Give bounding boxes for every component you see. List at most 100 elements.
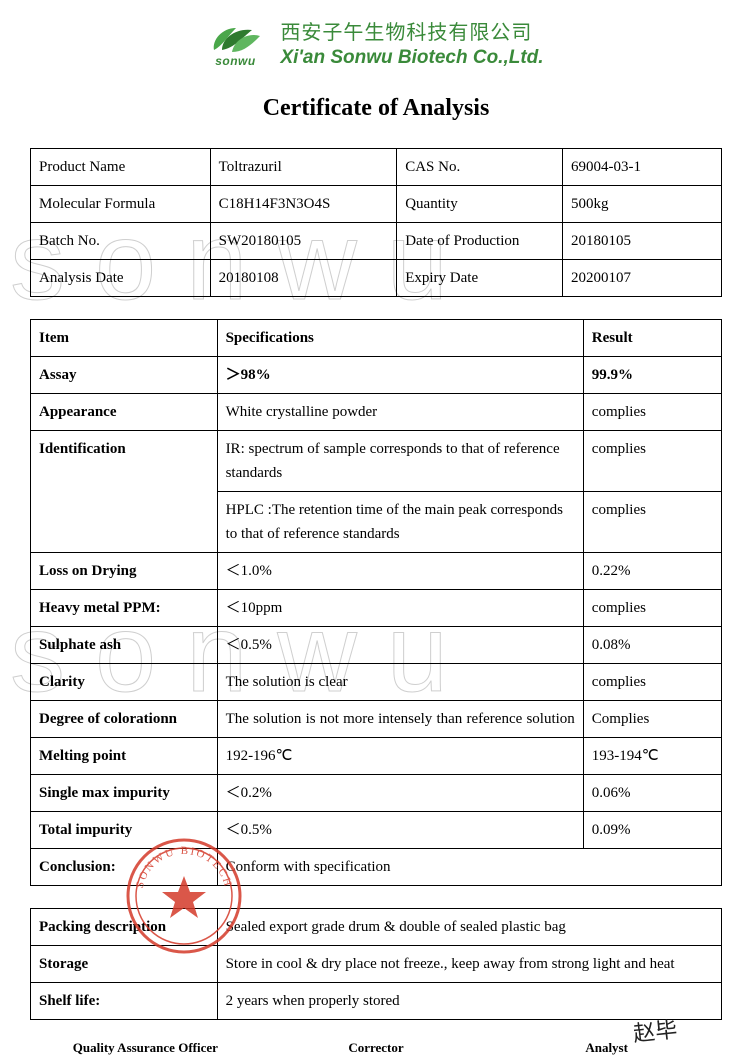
cell-label: Molecular Formula <box>31 185 211 222</box>
cell-result: 193-194℃ <box>583 737 721 774</box>
cell-spec: ＞98% <box>217 356 583 393</box>
table-row: Conclusion: Conform with specification <box>31 848 722 885</box>
cell-value: 20180108 <box>210 259 397 296</box>
cell-item: Identification <box>31 430 218 552</box>
cell-value: C18H14F3N3O4S <box>210 185 397 222</box>
cell-label: Analysis Date <box>31 259 211 296</box>
cell-label: Storage <box>31 945 218 982</box>
table-row: Clarity The solution is clear complies <box>31 663 722 700</box>
cell-item: Conclusion: <box>31 848 218 885</box>
cell-spec: IR: spectrum of sample corresponds to th… <box>217 430 583 491</box>
cell-spec: ＜10ppm <box>217 589 583 626</box>
signature-analyst-label: Analyst <box>585 1040 628 1055</box>
cell-result: 0.06% <box>583 774 721 811</box>
hdr-item: Item <box>31 319 218 356</box>
cell-item: Clarity <box>31 663 218 700</box>
company-name-en: Xi'an Sonwu Biotech Co.,Ltd. <box>280 46 543 71</box>
cell-result: 0.09% <box>583 811 721 848</box>
table-row: Product Name Toltrazuril CAS No. 69004-0… <box>31 148 722 185</box>
cell-spec: The solution is not more intensely than … <box>217 700 583 737</box>
table-row: Identification IR: spectrum of sample co… <box>31 430 722 491</box>
cell-item: Total impurity <box>31 811 218 848</box>
cell-result: 0.08% <box>583 626 721 663</box>
table-row: Sulphate ash ＜0.5% 0.08% <box>31 626 722 663</box>
hdr-spec: Specifications <box>217 319 583 356</box>
cell-value: Store in cool & dry place not freeze., k… <box>217 945 721 982</box>
signature-analyst: 赵毕 Analyst <box>507 1040 707 1056</box>
table-row: Storage Store in cool & dry place not fr… <box>31 945 722 982</box>
table-row: Shelf life: 2 years when properly stored <box>31 982 722 1019</box>
company-name-cn: 西安子午生物科技有限公司 <box>280 20 543 46</box>
cell-label: Packing description <box>31 908 218 945</box>
cell-value: Toltrazuril <box>210 148 397 185</box>
cell-result: 99.9% <box>583 356 721 393</box>
cell-spec: Conform with specification <box>217 848 721 885</box>
cell-label: CAS No. <box>397 148 563 185</box>
cell-result: complies <box>583 430 721 491</box>
table-row: Batch No. SW20180105 Date of Production … <box>31 222 722 259</box>
cell-item: Appearance <box>31 393 218 430</box>
table-row: Assay ＞98% 99.9% <box>31 356 722 393</box>
cell-spec: ＜1.0% <box>217 552 583 589</box>
cell-spec: 192-196℃ <box>217 737 583 774</box>
cell-spec: ＜0.2% <box>217 774 583 811</box>
cell-result: 0.22% <box>583 552 721 589</box>
cell-result: complies <box>583 589 721 626</box>
signature-qa: Quality Assurance Officer <box>45 1040 245 1056</box>
cell-item: Sulphate ash <box>31 626 218 663</box>
table-row: Molecular Formula C18H14F3N3O4S Quantity… <box>31 185 722 222</box>
company-name-block: 西安子午生物科技有限公司 Xi'an Sonwu Biotech Co.,Ltd… <box>280 20 543 71</box>
cell-label: Quantity <box>397 185 563 222</box>
cell-item: Heavy metal PPM: <box>31 589 218 626</box>
hdr-result: Result <box>583 319 721 356</box>
cell-item: Single max impurity <box>31 774 218 811</box>
table-row: Heavy metal PPM: ＜10ppm complies <box>31 589 722 626</box>
cell-result: complies <box>583 491 721 552</box>
cell-label: Product Name <box>31 148 211 185</box>
cell-value: 69004-03-1 <box>563 148 722 185</box>
cell-result: complies <box>583 393 721 430</box>
product-info-table: Product Name Toltrazuril CAS No. 69004-0… <box>30 148 722 297</box>
analyst-signature-scribble: 赵毕 <box>631 1011 678 1047</box>
document-title: Certificate of Analysis <box>30 95 722 122</box>
cell-spec: White crystalline powder <box>217 393 583 430</box>
cell-value: SW20180105 <box>210 222 397 259</box>
header: sonwu 西安子午生物科技有限公司 Xi'an Sonwu Biotech C… <box>30 20 722 71</box>
cell-spec: ＜0.5% <box>217 811 583 848</box>
cell-value: 2 years when properly stored <box>217 982 721 1019</box>
cell-label: Expiry Date <box>397 259 563 296</box>
logo-subtext: sonwu <box>215 54 256 68</box>
cell-value: Sealed export grade drum & double of sea… <box>217 908 721 945</box>
logo: sonwu <box>208 22 262 68</box>
cell-spec: ＜0.5% <box>217 626 583 663</box>
cell-item: Melting point <box>31 737 218 774</box>
leaf-logo-icon <box>208 22 262 56</box>
signature-row: Quality Assurance Officer Corrector 赵毕 A… <box>30 1040 722 1056</box>
table-row: Packing description Sealed export grade … <box>31 908 722 945</box>
cell-value: 20180105 <box>563 222 722 259</box>
page: sonwu 西安子午生物科技有限公司 Xi'an Sonwu Biotech C… <box>0 0 752 1056</box>
table-row: Total impurity ＜0.5% 0.09% <box>31 811 722 848</box>
cell-spec: HPLC :The retention time of the main pea… <box>217 491 583 552</box>
analysis-table: Item Specifications Result Assay ＞98% 99… <box>30 319 722 886</box>
signature-corrector: Corrector <box>276 1040 476 1056</box>
table-row: Single max impurity ＜0.2% 0.06% <box>31 774 722 811</box>
cell-result: Complies <box>583 700 721 737</box>
packing-table: Packing description Sealed export grade … <box>30 908 722 1020</box>
table-row: Loss on Drying ＜1.0% 0.22% <box>31 552 722 589</box>
table-row: Degree of colorationn The solution is no… <box>31 700 722 737</box>
cell-item: Loss on Drying <box>31 552 218 589</box>
table-row: Appearance White crystalline powder comp… <box>31 393 722 430</box>
cell-item: Assay <box>31 356 218 393</box>
table-header-row: Item Specifications Result <box>31 319 722 356</box>
table-row: Analysis Date 20180108 Expiry Date 20200… <box>31 259 722 296</box>
cell-label: Shelf life: <box>31 982 218 1019</box>
cell-spec: The solution is clear <box>217 663 583 700</box>
table-row: Melting point 192-196℃ 193-194℃ <box>31 737 722 774</box>
cell-label: Batch No. <box>31 222 211 259</box>
cell-value: 500kg <box>563 185 722 222</box>
cell-item: Degree of colorationn <box>31 700 218 737</box>
cell-value: 20200107 <box>563 259 722 296</box>
cell-label: Date of Production <box>397 222 563 259</box>
cell-result: complies <box>583 663 721 700</box>
